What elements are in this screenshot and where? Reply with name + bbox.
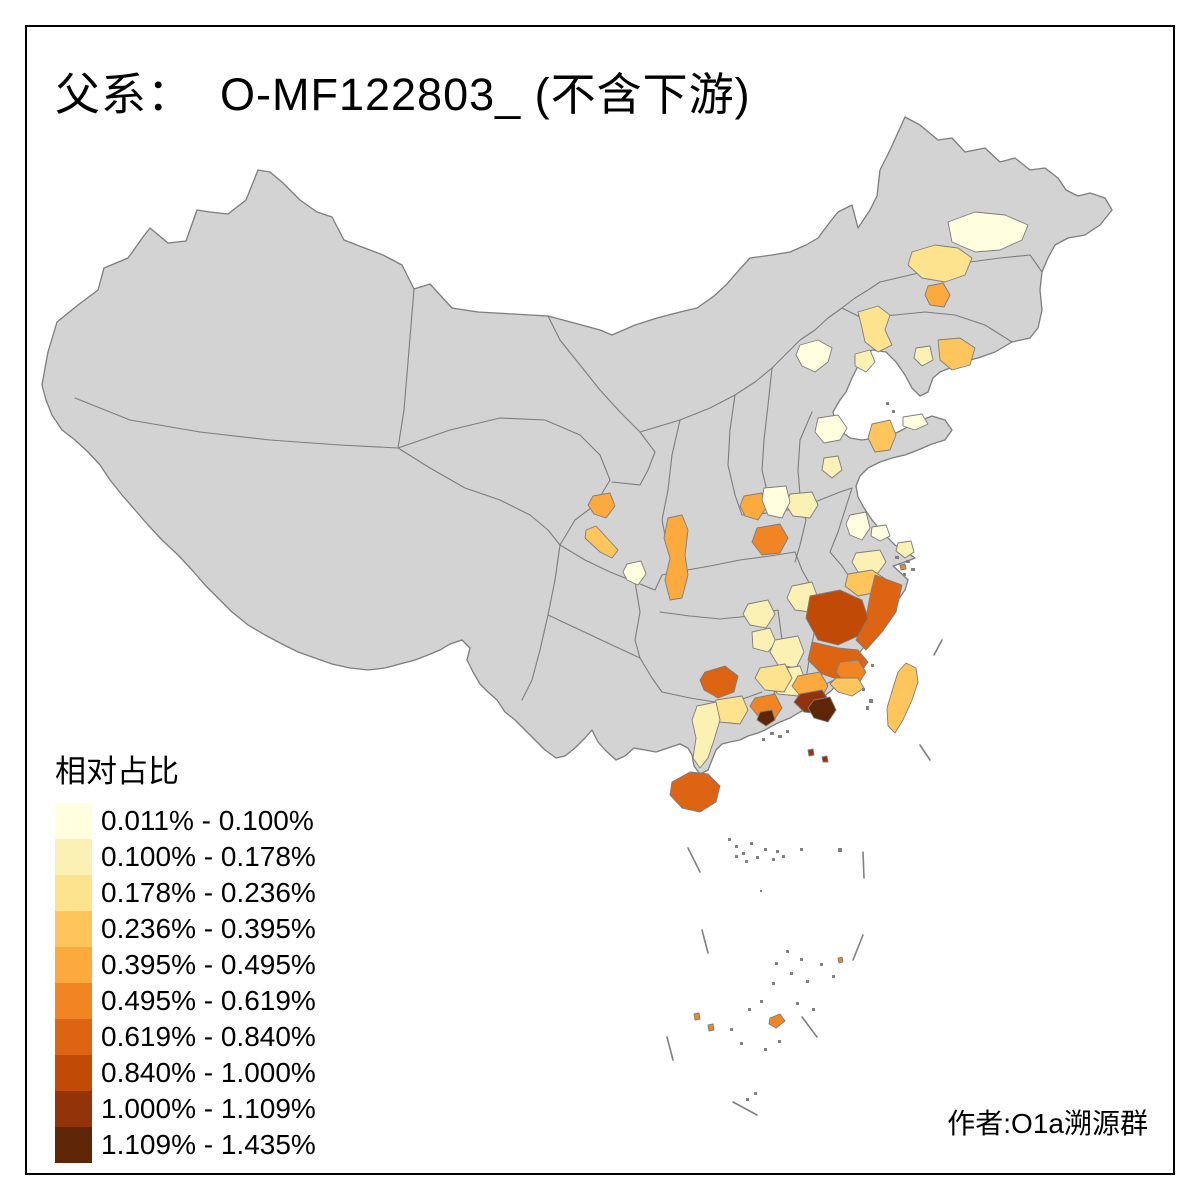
legend-row: 0.011% - 0.100% (55, 803, 316, 839)
region-nanao-dot (821, 755, 829, 763)
region-beijing (795, 339, 833, 373)
legend-swatch-6 (55, 983, 92, 1019)
legend-swatch-10 (55, 1127, 92, 1163)
legend-label-3: 0.178% - 0.236% (101, 877, 316, 908)
legend-swatch-5 (55, 947, 92, 983)
region-anqing (751, 523, 789, 556)
legend-title: 相对占比 (55, 754, 179, 789)
legend-label-1: 0.011% - 0.100% (101, 805, 314, 836)
region-yancheng (845, 511, 871, 541)
region-zhanjiang (691, 701, 721, 769)
region-benxi (913, 345, 934, 367)
legend-row: 0.236% - 0.395% (55, 911, 316, 947)
sea-islands (666, 402, 943, 1116)
region-qinhuangdao (854, 349, 876, 373)
mainland-outline (41, 116, 1113, 775)
region-nantong (870, 524, 891, 542)
region-ningbo-coast (855, 574, 903, 651)
region-sea-island-2 (693, 1012, 701, 1021)
region-chaoyang-fork (857, 305, 893, 353)
region-jinan (814, 414, 848, 444)
region-qingdao (867, 419, 897, 453)
legend-row: 0.840% - 1.000% (55, 1055, 316, 1091)
region-harbin (947, 211, 1029, 253)
legend-row: 0.178% - 0.236% (55, 875, 316, 911)
region-chenzhou (699, 665, 739, 699)
legend-label-5: 0.395% - 0.495% (101, 949, 316, 980)
region-mianyang (584, 525, 619, 559)
legend-row: 0.619% - 0.840% (55, 1019, 316, 1055)
legend-row: 1.000% - 1.109% (55, 1091, 316, 1127)
legend-label-2: 0.100% - 0.178% (101, 841, 316, 872)
legend-row: 0.495% - 0.619% (55, 983, 316, 1019)
legend-swatch-4 (55, 911, 92, 947)
region-taiwan (886, 662, 919, 734)
region-jinhua (805, 589, 869, 646)
legend-row: 0.100% - 0.178% (55, 839, 316, 875)
region-shanghai (895, 540, 915, 559)
region-dongsha-dot (807, 748, 815, 757)
legend-swatch-7 (55, 1019, 92, 1055)
author-credit: 作者:O1a溯源群 (947, 1108, 1148, 1139)
legend-label-9: 1.000% - 1.109% (101, 1093, 316, 1124)
region-changsha-1 (742, 599, 776, 629)
region-yichang-band (663, 514, 689, 601)
legend-label-10: 1.109% - 1.435% (101, 1129, 316, 1160)
region-dongguan (756, 709, 776, 727)
region-dandong (937, 337, 976, 371)
region-shaoguan (754, 663, 793, 693)
region-jilin-city (924, 282, 951, 308)
region-anhui-pale (761, 485, 791, 519)
region-linyi (821, 455, 843, 479)
region-yantai (902, 413, 929, 431)
choropleth-regions (584, 211, 1029, 1032)
region-ankang (587, 492, 616, 519)
region-xiamen (829, 677, 865, 697)
region-north-zhejiang (851, 549, 887, 574)
region-zhoushan-dot (899, 563, 907, 571)
region-sea-island-1 (768, 1013, 786, 1029)
legend-label-6: 0.495% - 0.619% (101, 985, 316, 1016)
page-title: 父系： O-MF122803_ (不含下游) (55, 69, 751, 120)
region-hefei (739, 492, 767, 521)
legend-swatch-1 (55, 803, 92, 839)
legend-swatch-2 (55, 839, 92, 875)
region-hainan (669, 771, 721, 813)
region-sea-island-4 (837, 956, 844, 964)
legend-label-8: 0.840% - 1.000% (101, 1057, 316, 1088)
region-chaoshan (807, 696, 837, 723)
region-sea-island-3 (707, 1023, 715, 1032)
legend-row: 0.395% - 0.495% (55, 947, 316, 983)
legend-label-7: 0.619% - 0.840% (101, 1021, 316, 1052)
legend: 相对占比 0.011% - 0.100% 0.100% - 0.178% 0.1… (55, 746, 316, 1163)
region-changchun (907, 244, 973, 283)
region-chongqing (622, 560, 647, 586)
plot-frame (25, 25, 1175, 1175)
legend-swatch-3 (55, 875, 92, 911)
legend-swatch-9 (55, 1091, 92, 1127)
legend-label-4: 0.236% - 0.395% (101, 913, 316, 944)
legend-swatch-8 (55, 1055, 92, 1091)
legend-row: 1.109% - 1.435% (55, 1127, 316, 1163)
